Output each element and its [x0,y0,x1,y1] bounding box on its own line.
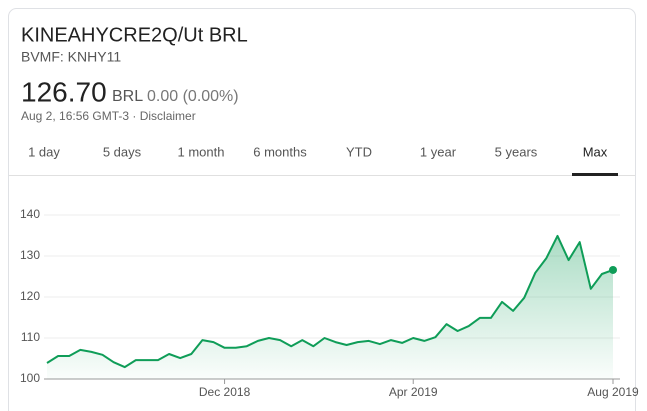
x-tick-label: Apr 2019 [389,385,438,399]
area [47,235,613,379]
last-point [609,265,617,274]
currency: BRL [112,88,143,105]
tab[interactable]: 5 years [495,144,538,159]
y-tick-label: 100 [20,371,40,385]
y-tick-label: 140 [20,207,40,221]
plot: 100 110 120 130 140 Dec 2018 Apr 2019 Aug 2019 [20,207,639,399]
tab[interactable]: 1 day [28,144,60,159]
y-tick-label: 120 [20,289,40,303]
y-tick-label: 110 [21,330,40,344]
price-line [46,234,614,369]
tab[interactable]: 1 month [178,144,225,159]
x-tick-label: Dec 2018 [199,385,251,399]
tabs: 1 day 5 days 1 month 6 months YTD 1 year 5 yea… [28,144,618,176]
price: 126.70 [21,76,107,107]
x-tick-label: Aug 2019 [587,385,639,399]
tab[interactable]: 6 months [253,144,307,159]
timestamp[interactable]: Aug 2, 16:56 GMT-3 · Disclaimer [21,109,196,123]
tab[interactable]: Max [583,144,608,159]
y-tick-label: 130 [20,248,40,262]
tab[interactable]: 5 days [103,144,142,159]
change: 0.00 (0.00%) [147,88,239,105]
tab[interactable]: 1 year [420,144,457,159]
title: KINEAHYCRE2Q/Ut BRL [21,24,248,46]
tab[interactable]: YTD [346,144,372,159]
exchange: BVMF: KNHY11 [21,49,121,65]
card-border [8,8,636,411]
tab-underline [572,173,618,176]
